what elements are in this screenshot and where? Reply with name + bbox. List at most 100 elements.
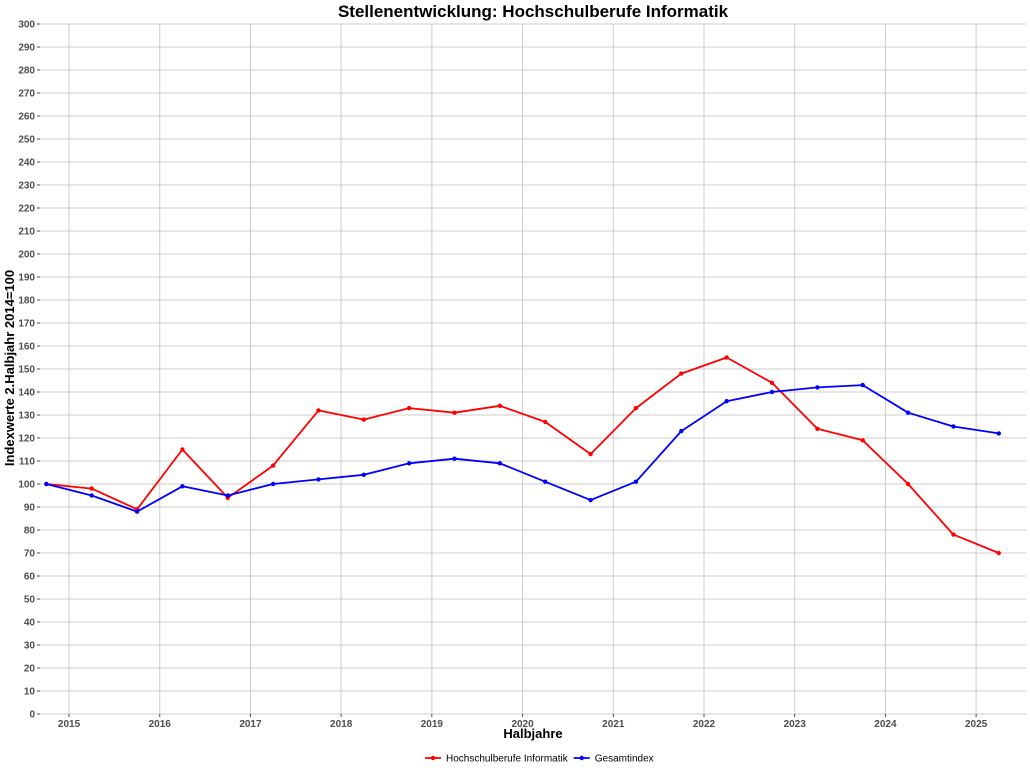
data-point: [815, 385, 820, 390]
legend-label: Gesamtindex: [595, 754, 654, 765]
x-tick-label: 2017: [239, 719, 262, 730]
data-point: [497, 403, 503, 408]
series-line: [46, 384, 999, 513]
y-tick-label: 70: [24, 549, 36, 560]
data-point: [270, 463, 276, 468]
y-tick-label: 210: [18, 227, 35, 238]
data-point: [860, 438, 865, 443]
y-tick-label: 40: [24, 618, 36, 629]
x-tick-label: 2023: [784, 719, 807, 730]
data-point: [452, 456, 457, 461]
y-tick-label: 10: [24, 687, 36, 698]
y-axis: 0 10 20 30 40 50 60 70 80 90 100 110 120 130 140 150 160…: [18, 20, 40, 721]
y-tick-label: 240: [18, 158, 35, 169]
y-tick-label: 230: [18, 181, 35, 192]
data-point: [89, 486, 94, 491]
chart-title: Stellenentwicklung: Hochschulberufe Info…: [338, 2, 729, 21]
data-point: [633, 479, 639, 484]
y-tick-label: 150: [18, 365, 35, 376]
data-point: [270, 481, 276, 487]
y-tick-label: 50: [24, 595, 36, 606]
y-tick-label: 80: [24, 526, 36, 537]
data-point: [225, 493, 230, 498]
data-point: [588, 451, 593, 457]
data-point: [860, 382, 865, 388]
data-point: [724, 355, 729, 360]
y-tick-label: 250: [18, 135, 35, 146]
data-point: [769, 389, 775, 395]
data-point: [996, 431, 1001, 436]
y-tick-label: 200: [18, 250, 35, 261]
x-axis-title: Halbjahre: [503, 726, 562, 741]
y-tick-label: 280: [18, 66, 35, 77]
data-point: [769, 380, 775, 385]
legend-item-1: Hochschulberufe Informatik: [425, 754, 569, 765]
y-tick-label: 30: [24, 641, 36, 652]
y-tick-label: 190: [18, 273, 35, 284]
data-point: [44, 481, 49, 487]
data-point: [679, 371, 684, 376]
y-tick-label: 300: [18, 20, 35, 31]
data-point: [316, 477, 321, 482]
legend-label: Hochschulberufe Informatik: [446, 754, 569, 765]
y-tick-label: 170: [18, 319, 35, 330]
y-tick-label: 0: [29, 710, 35, 721]
data-point: [406, 461, 412, 466]
data-point: [996, 550, 1001, 556]
y-axis-title: Indexwerte 2.Halbjahr 2014=100: [2, 270, 17, 466]
data-point: [316, 408, 321, 413]
data-point: [89, 493, 94, 498]
x-tick-label: 2016: [149, 719, 172, 730]
data-point: [951, 424, 956, 429]
y-tick-label: 100: [18, 480, 35, 491]
x-tick-label: 2025: [965, 719, 988, 730]
legend: Hochschulberufe Informatik Gesamtindex: [425, 754, 654, 765]
y-tick-label: 120: [18, 434, 35, 445]
y-tick-label: 140: [18, 388, 35, 399]
y-tick-label: 290: [18, 43, 35, 54]
data-point: [951, 532, 956, 537]
legend-swatch-point: [579, 755, 584, 761]
x-tick-label: 2024: [874, 719, 897, 730]
data-point: [361, 472, 367, 477]
y-tick-label: 260: [18, 112, 35, 123]
y-tick-label: 160: [18, 342, 35, 353]
x-tick-label: 2015: [58, 719, 81, 730]
legend-item-2: Gesamtindex: [573, 754, 654, 765]
data-point: [724, 399, 729, 404]
data-point: [905, 410, 911, 415]
data-point: [543, 419, 548, 425]
y-tick-label: 130: [18, 411, 35, 422]
data-point: [134, 509, 140, 514]
legend-swatch-point: [430, 755, 436, 761]
x-axis: 2015 2016 2017 2018 2019 2020 2021 2022 2023 2024…: [58, 714, 988, 730]
data-point: [905, 481, 911, 487]
y-tick-label: 180: [18, 296, 35, 307]
data-point: [180, 447, 185, 452]
data-point: [406, 405, 412, 411]
x-tick-label: 2021: [602, 719, 625, 730]
y-tick-label: 110: [19, 457, 36, 468]
data-point: [452, 410, 457, 415]
series-1: [44, 355, 1001, 556]
x-tick-label: 2019: [421, 719, 444, 730]
data-point: [815, 426, 820, 431]
y-tick-label: 270: [18, 89, 35, 100]
y-tick-label: 90: [24, 503, 36, 514]
y-tick-label: 60: [24, 572, 36, 583]
x-tick-label: 2018: [330, 719, 353, 730]
series-line: [46, 356, 1000, 554]
data-point: [633, 405, 639, 411]
series-2: [44, 382, 1001, 514]
data-point: [588, 497, 593, 503]
data-point: [679, 428, 684, 434]
grid: [40, 23, 1026, 715]
y-tick-label: 20: [24, 664, 36, 675]
data-point: [180, 484, 185, 489]
series-layer: [44, 355, 1001, 556]
data-point: [497, 461, 503, 466]
y-tick-label: 220: [18, 204, 35, 215]
x-tick-label: 2022: [693, 719, 716, 730]
data-point: [543, 479, 548, 484]
